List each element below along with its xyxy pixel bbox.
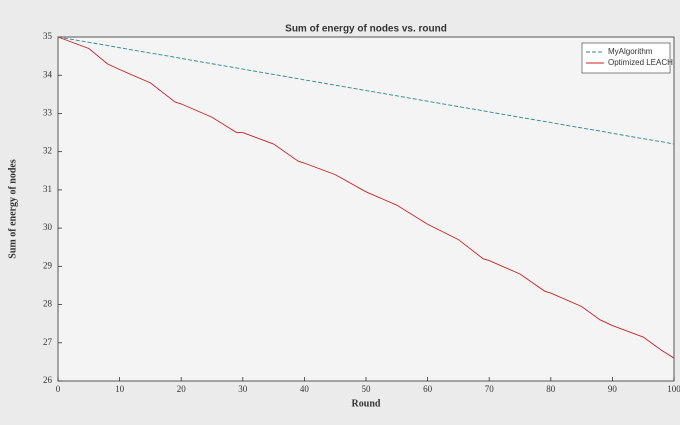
x-tick-label: 50 (362, 384, 372, 394)
line-series (57, 36, 675, 145)
x-tick-label: 80 (546, 384, 556, 394)
y-tick-label: 34 (43, 69, 53, 79)
x-tick-label: 10 (115, 384, 125, 394)
x-tick-label: 100 (667, 384, 680, 394)
y-tick-label: 29 (43, 260, 53, 270)
legend-box (581, 42, 671, 74)
chart-title: Sum of energy of nodes vs. round (285, 24, 447, 35)
x-tick-label: 40 (300, 384, 310, 394)
legend-text: Optimized LEACH (608, 58, 673, 67)
y-tick-label: 35 (43, 31, 53, 41)
x-tick-label: 20 (177, 384, 187, 394)
legend-text: MyAlgorithm (608, 47, 653, 56)
x-tick-label: 30 (238, 384, 248, 394)
y-tick-label: 33 (43, 108, 53, 118)
y-axis-label: Sum of energy of nodes (7, 159, 18, 259)
y-tick-label: 32 (43, 146, 52, 156)
y-tick-label: 31 (43, 184, 52, 194)
x-tick-label: 90 (608, 384, 618, 394)
y-tick-label: 27 (43, 337, 53, 347)
y-tick-label: 28 (43, 299, 53, 309)
plot-area (57, 36, 675, 382)
x-axis-label: Round (352, 398, 381, 409)
x-tick-label: 0 (56, 384, 61, 394)
y-tick-label: 26 (43, 375, 53, 385)
x-tick-label: 60 (423, 384, 433, 394)
x-tick-label: 70 (485, 384, 495, 394)
line-series (57, 36, 675, 359)
y-tick-label: 30 (43, 222, 53, 232)
